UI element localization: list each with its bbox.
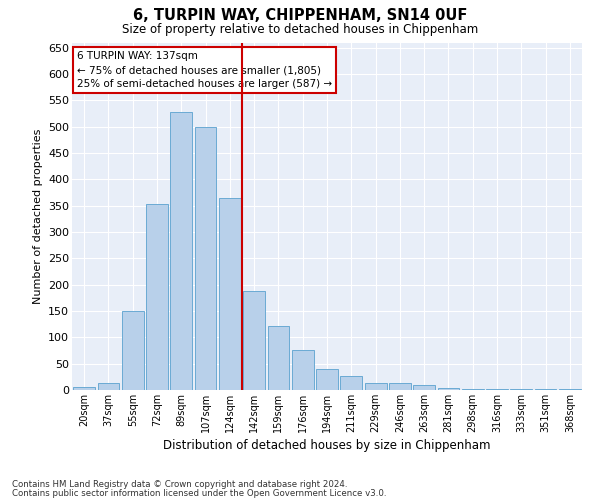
Bar	[194, 126, 217, 390]
Bar	[243, 291, 265, 390]
Bar	[97, 383, 119, 390]
Bar	[73, 388, 95, 390]
Text: 6 TURPIN WAY: 137sqm
← 75% of detached houses are smaller (1,805)
25% of semi-de: 6 TURPIN WAY: 137sqm ← 75% of detached h…	[77, 51, 332, 89]
Text: Size of property relative to detached houses in Chippenham: Size of property relative to detached ho…	[122, 22, 478, 36]
Bar	[316, 369, 338, 390]
Text: Contains public sector information licensed under the Open Government Licence v3: Contains public sector information licen…	[12, 488, 386, 498]
Bar	[122, 311, 143, 390]
Bar	[170, 112, 192, 390]
Bar	[146, 204, 168, 390]
Bar	[389, 383, 411, 390]
Bar	[437, 388, 460, 390]
Bar	[340, 376, 362, 390]
Y-axis label: Number of detached properties: Number of detached properties	[32, 128, 43, 304]
Bar	[486, 389, 508, 390]
Bar	[413, 384, 435, 390]
Text: 6, TURPIN WAY, CHIPPENHAM, SN14 0UF: 6, TURPIN WAY, CHIPPENHAM, SN14 0UF	[133, 8, 467, 22]
Bar	[219, 198, 241, 390]
X-axis label: Distribution of detached houses by size in Chippenham: Distribution of detached houses by size …	[163, 439, 491, 452]
Bar	[462, 389, 484, 390]
Bar	[292, 350, 314, 390]
Bar	[365, 383, 386, 390]
Text: Contains HM Land Registry data © Crown copyright and database right 2024.: Contains HM Land Registry data © Crown c…	[12, 480, 347, 489]
Bar	[268, 326, 289, 390]
